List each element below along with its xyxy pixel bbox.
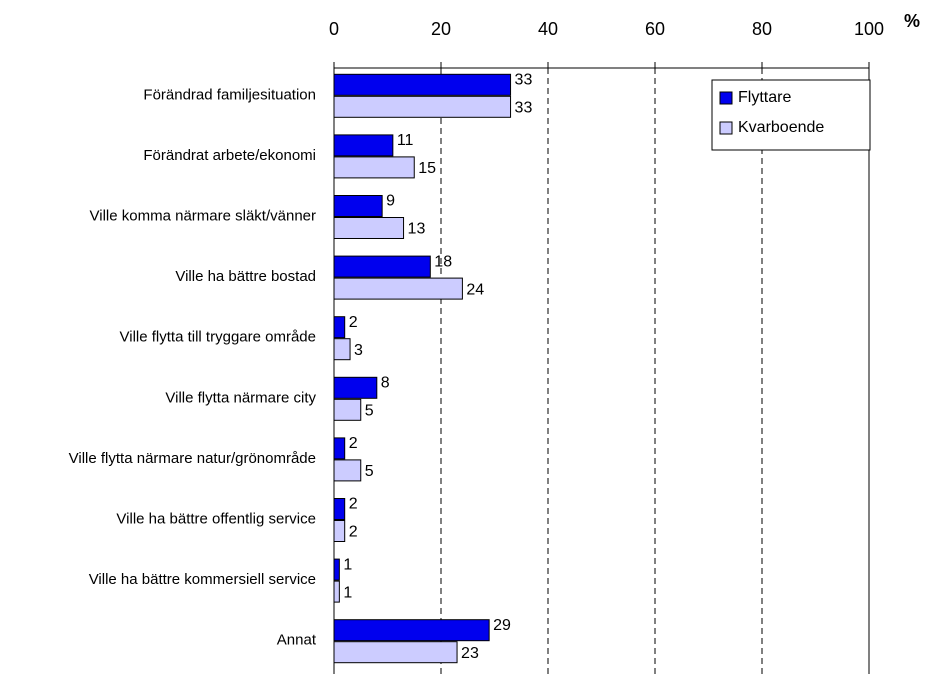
category-label: Ville ha bättre bostad xyxy=(175,268,316,285)
data-label: 2 xyxy=(349,314,358,331)
bar xyxy=(333,316,346,339)
bar xyxy=(333,376,378,399)
data-label: 23 xyxy=(461,645,479,662)
category-label: Förändrad familjesituation xyxy=(143,86,316,103)
category-label: Ville ha bättre kommersiell service xyxy=(89,571,316,588)
bar xyxy=(333,558,340,581)
data-label: 24 xyxy=(466,281,484,298)
data-label: 18 xyxy=(434,253,452,270)
data-label: 2 xyxy=(349,435,358,452)
bar xyxy=(333,641,458,664)
data-label: 8 xyxy=(381,375,390,392)
bar xyxy=(333,156,415,179)
bar xyxy=(333,217,405,239)
bar xyxy=(333,195,383,217)
legend-label: Kvarboende xyxy=(738,119,824,136)
bar xyxy=(333,437,346,460)
bar xyxy=(333,619,490,642)
data-label: 5 xyxy=(365,403,374,420)
bar xyxy=(333,338,351,361)
data-label: 29 xyxy=(493,617,511,634)
x-tick-label: 40 xyxy=(538,19,558,39)
legend-label: Flyttare xyxy=(738,89,791,106)
bar xyxy=(333,134,394,157)
data-label: 13 xyxy=(408,221,426,238)
category-label: Ville flytta närmare natur/grönområde xyxy=(69,450,316,467)
legend-swatch xyxy=(719,121,733,135)
data-label: 33 xyxy=(515,72,533,89)
x-axis-label: % xyxy=(904,11,920,31)
bar xyxy=(333,398,362,421)
data-label: 11 xyxy=(397,132,414,149)
x-tick-label: 20 xyxy=(431,19,451,39)
x-tick-label: 60 xyxy=(645,19,665,39)
legend-swatch xyxy=(719,91,733,105)
data-label: 1 xyxy=(343,556,352,573)
x-tick-label: 0 xyxy=(329,19,339,39)
category-label: Ville ha bättre offentlig service xyxy=(116,510,316,527)
data-label: 9 xyxy=(386,193,395,210)
category-label: Ville komma närmare släkt/vänner xyxy=(90,207,316,224)
bar xyxy=(333,498,346,520)
data-label: 2 xyxy=(349,524,358,541)
data-label: 1 xyxy=(343,584,352,601)
category-label: Annat xyxy=(277,632,317,649)
data-label: 33 xyxy=(515,100,533,117)
category-label: Förändrat arbete/ekonomi xyxy=(143,147,316,164)
bar xyxy=(333,95,512,118)
bar xyxy=(333,277,463,300)
data-label: 5 xyxy=(365,463,374,480)
x-tick-label: 80 xyxy=(752,19,772,39)
category-label: Ville flytta till tryggare område xyxy=(120,329,316,346)
bar xyxy=(333,459,362,482)
bar xyxy=(333,580,340,603)
data-label: 3 xyxy=(354,342,363,359)
bar xyxy=(333,73,512,96)
category-label: Ville flytta närmare city xyxy=(165,389,316,406)
bar xyxy=(333,520,346,542)
data-label: 2 xyxy=(349,496,358,513)
legend-box xyxy=(711,79,871,151)
data-label: 15 xyxy=(418,160,436,177)
bar xyxy=(333,255,431,278)
x-tick-label: 100 xyxy=(854,19,884,39)
